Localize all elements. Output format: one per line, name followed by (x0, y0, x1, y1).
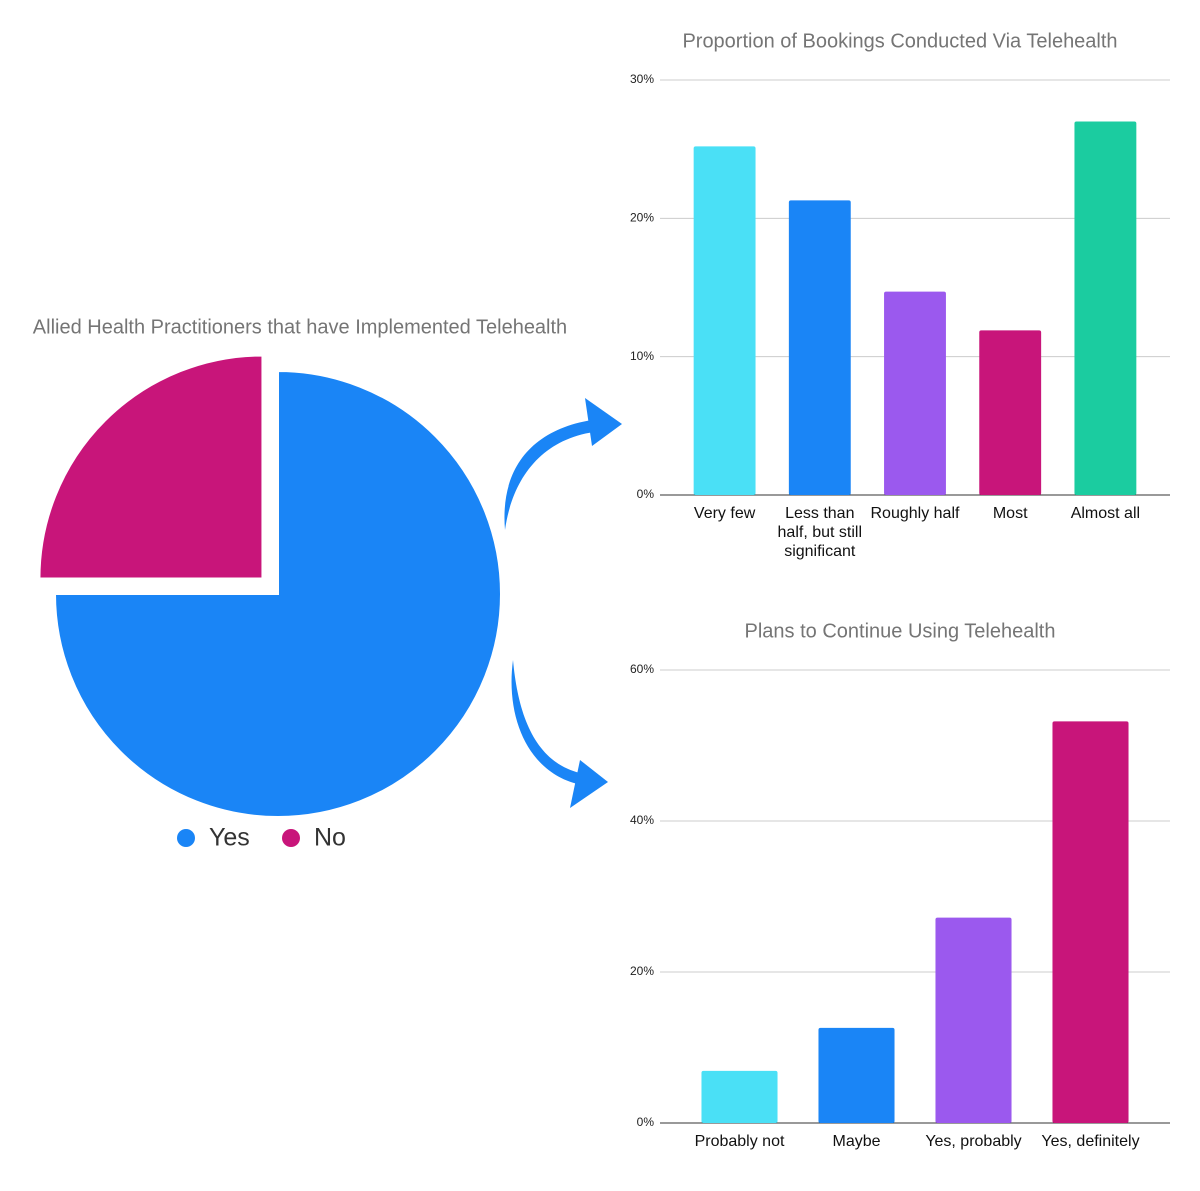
x-tick-label: Yes, definitely (1041, 1133, 1140, 1150)
legend-marker (177, 829, 195, 847)
x-tick-label: Less than half, but still significant (777, 505, 863, 560)
arrow-shaft (511, 660, 582, 785)
x-tick-label: Almost all (1070, 505, 1141, 522)
bar (979, 330, 1042, 495)
x-tick-label: Most (992, 505, 1028, 522)
x-tick-label: Yes, probably (925, 1133, 1022, 1150)
x-tick-label: Probably not (694, 1133, 785, 1150)
y-tick-label: 40% (630, 813, 654, 827)
bar (884, 291, 946, 495)
bar (1074, 121, 1137, 495)
y-tick-label: 60% (630, 662, 654, 676)
bar (788, 200, 851, 495)
y-tick-label: 10% (630, 349, 654, 363)
arrow-shaft (504, 420, 594, 530)
arrows (504, 398, 622, 808)
pie-slice (38, 354, 264, 580)
chart-title: Proportion of Bookings Conducted Via Tel… (682, 30, 1117, 52)
bar (818, 1027, 895, 1123)
x-tick-label: Very few (693, 505, 756, 522)
bar (935, 917, 1012, 1123)
chart-title: Allied Health Practitioners that have Im… (33, 316, 567, 338)
arrow-head (585, 398, 622, 446)
legend-label: No (314, 824, 346, 852)
chart-title: Plans to Continue Using Telehealth (745, 620, 1056, 642)
bar (1052, 721, 1129, 1123)
y-tick-label: 20% (630, 211, 654, 225)
y-tick-label: 30% (630, 72, 654, 86)
bar (701, 1070, 778, 1123)
legend-label: Yes (209, 824, 250, 852)
legend-marker (282, 829, 300, 847)
bar (693, 146, 756, 495)
y-tick-label: 0% (637, 1115, 655, 1129)
x-tick-label: Roughly half (870, 505, 960, 522)
arrow-head (570, 760, 608, 808)
y-tick-label: 20% (630, 964, 654, 978)
pie-slice (53, 369, 502, 818)
y-tick-label: 0% (637, 487, 655, 501)
x-tick-label: Maybe (832, 1133, 881, 1150)
